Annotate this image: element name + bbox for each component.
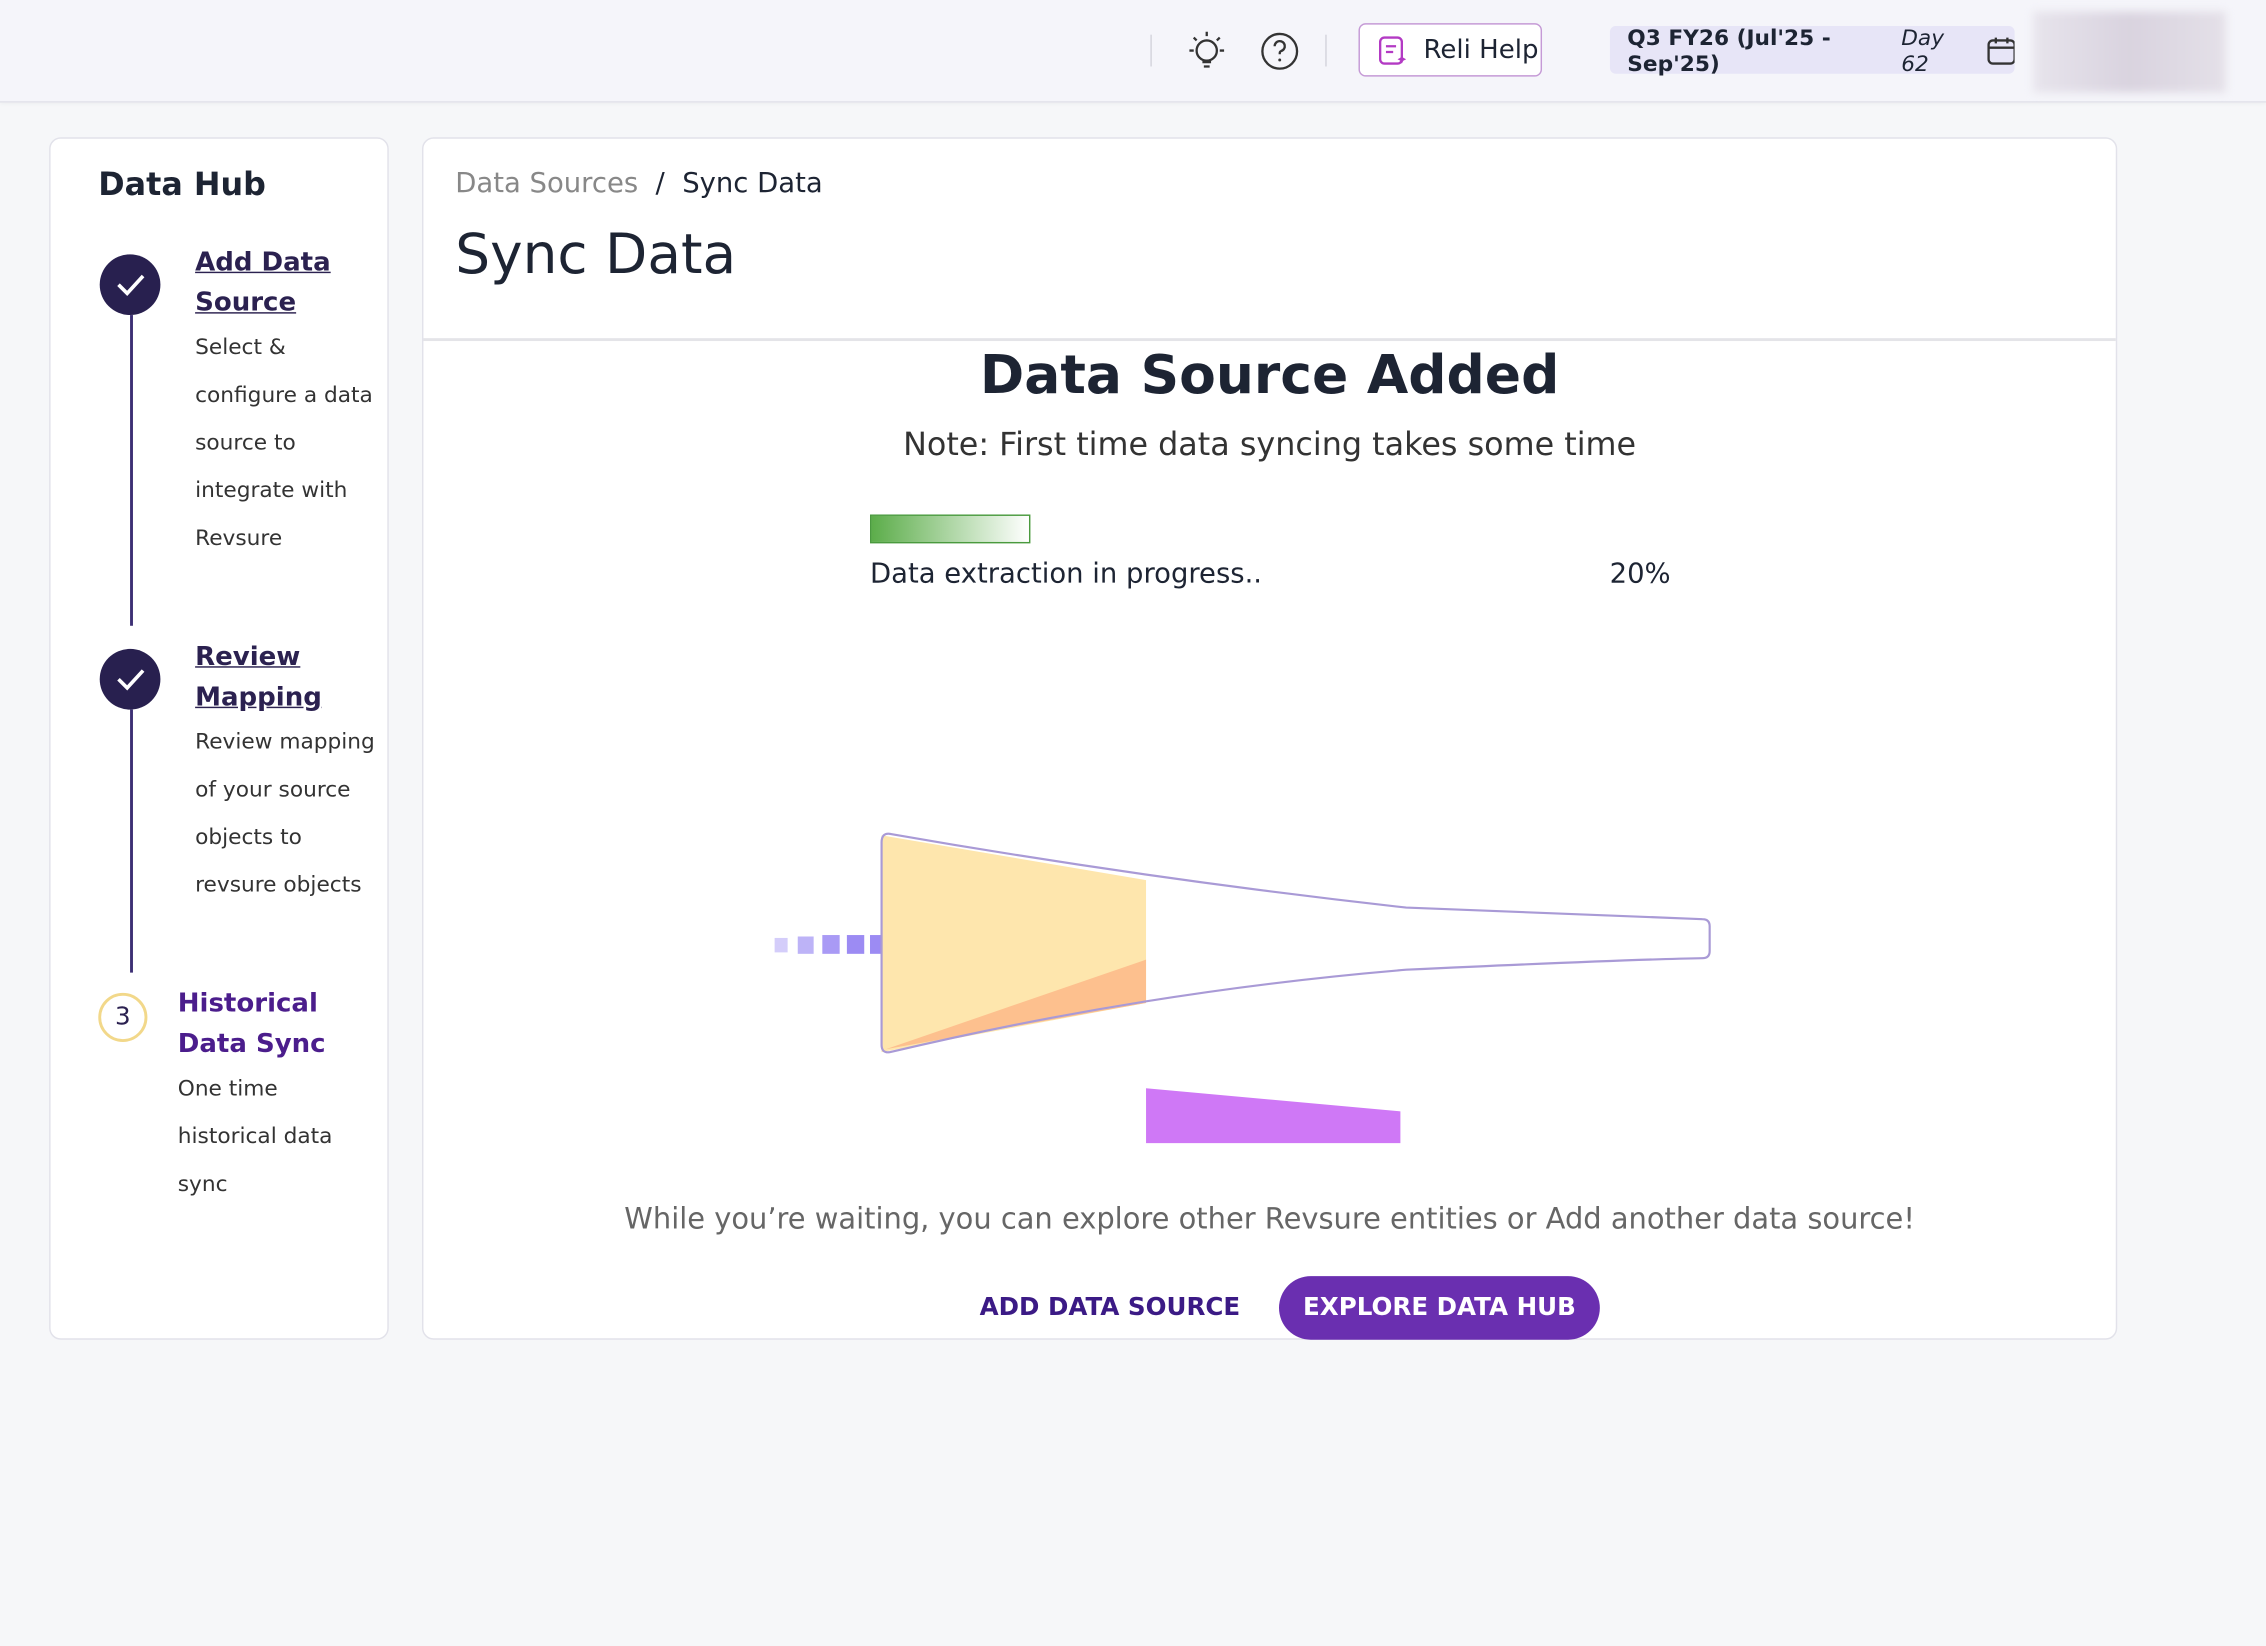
step-check [99,648,161,710]
progress-label: Data extraction in progress.. [870,557,1263,590]
step-title[interactable]: Review Mapping [195,641,322,713]
breadcrumb-link[interactable]: Data Sources [455,167,639,200]
step: Review Mapping Review mapping of your so… [195,637,376,909]
divider [1150,34,1152,67]
progress-percent: 20% [1609,557,1671,590]
step: Historical Data Sync One time historical… [178,984,359,1208]
period-selector[interactable]: Q3 FY26 (Jul'25 - Sep'25) Day 62 [1609,23,2015,76]
ideas-icon[interactable] [1182,29,1231,75]
step-description: Select & configure a data source to inte… [195,333,373,551]
breadcrumb-separator: / [655,167,665,200]
sidebar: Data Hub Add Data Source Select & config… [49,137,389,1340]
step: Add Data Source Select & configure a dat… [195,243,376,562]
step-description: Review mapping of your source objects to… [195,728,375,898]
reli-icon [1379,35,1407,65]
calendar-icon [1987,36,2015,65]
sidebar-title: Data Hub [98,167,266,204]
divider [423,338,2116,342]
top-bar: Reli Help Q3 FY26 (Jul'25 - Sep'25) Day … [0,0,2266,103]
day: Day 62 [1901,23,1945,76]
step-connector [130,315,133,626]
add-data-source-button[interactable]: ADD DATA SOURCE [979,1293,1241,1323]
divider [1325,34,1327,67]
step-check [99,254,161,316]
progress-bar [870,514,1031,544]
step-description: One time historical data sync [177,1075,333,1197]
reli-help-button[interactable]: Reli Help [1358,23,1543,77]
explore-data-hub-button[interactable]: EXPLORE DATA HUB [1279,1276,1600,1340]
reli-help-label: Reli Help [1423,34,1539,66]
breadcrumb: Data Sources / Sync Data [455,168,822,200]
status-note: Note: First time data syncing takes some… [903,427,1637,464]
step-title[interactable]: Add Data Source [195,247,331,318]
step-connector [130,709,133,973]
waiting-message: While you’re waiting, you can explore ot… [624,1200,1915,1236]
page-title: Sync Data [455,222,737,287]
user-avatar[interactable] [2033,11,2226,93]
help-icon[interactable] [1260,32,1299,71]
period: Q3 FY26 (Jul'25 - Sep'25) [1627,23,1831,76]
breadcrumb-current: Sync Data [682,167,823,200]
progress-track [870,514,1671,544]
status-heading: Data Source Added [979,343,1560,407]
step-number: 3 [98,992,148,1042]
main-panel: Data Sources / Sync Data Sync Data Data … [421,137,2118,1340]
funnel-illustration [774,832,1711,1144]
step-title: Historical Data Sync [177,988,326,1060]
